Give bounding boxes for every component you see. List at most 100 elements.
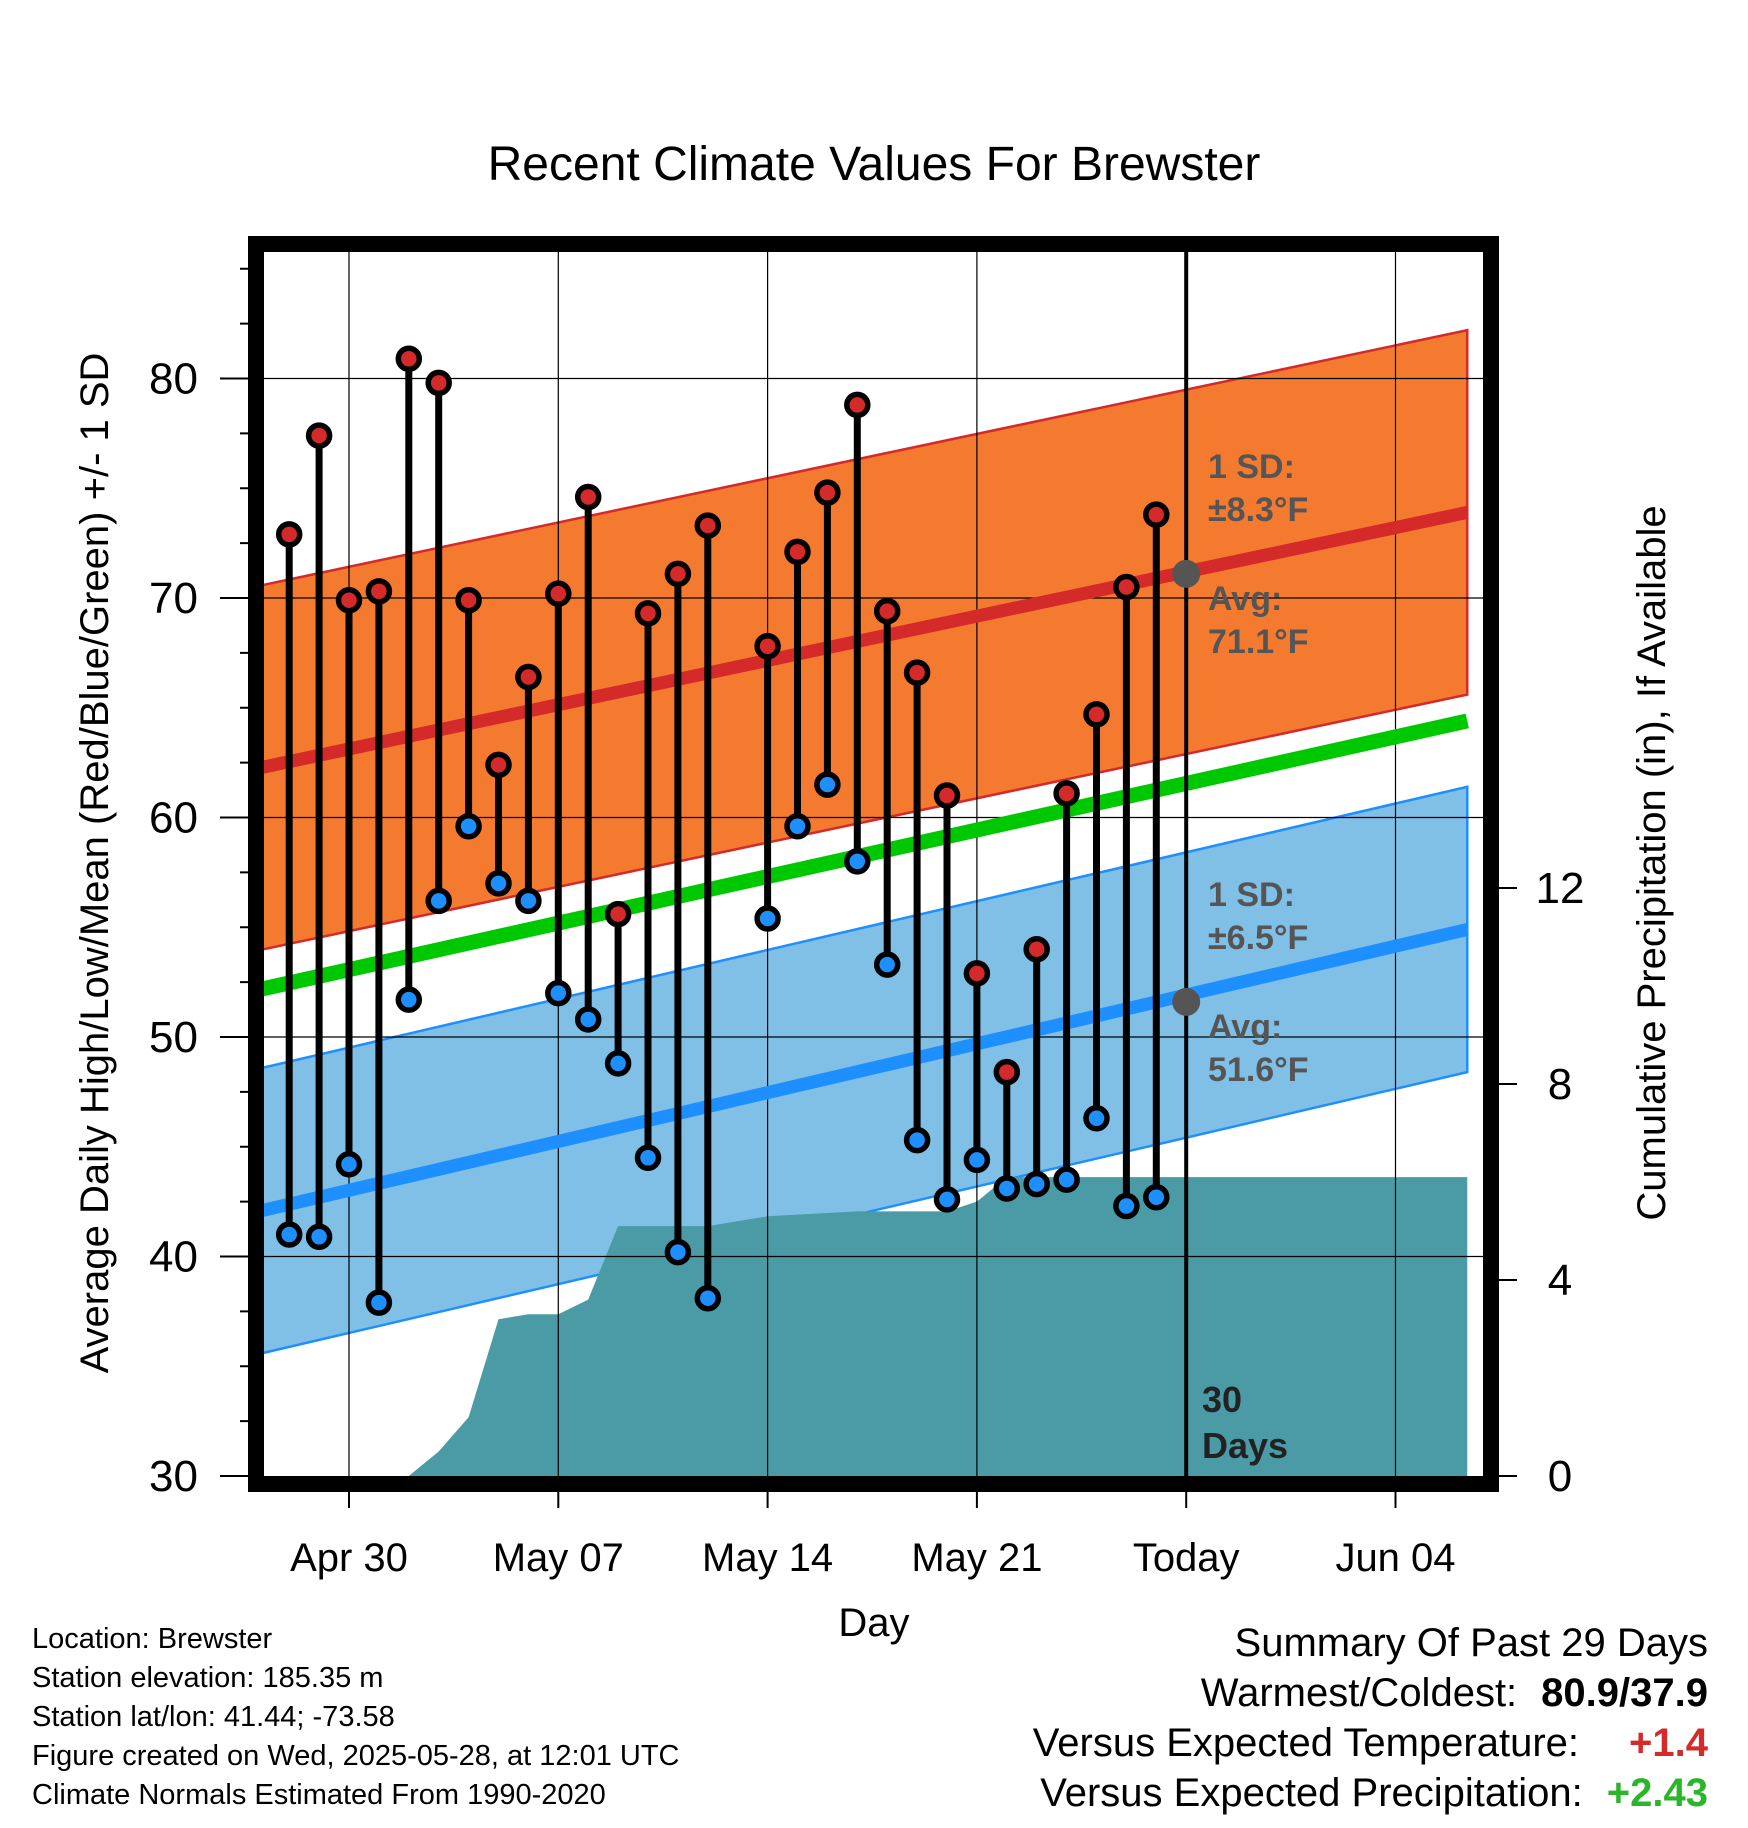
- daily-low-point: [937, 1189, 958, 1210]
- y-tick-label: 40: [149, 1233, 198, 1282]
- climate-chart: Recent Climate Values For Brewster 30405…: [0, 0, 1748, 1828]
- precip-anomaly-label: Versus Expected Precipitation:: [1040, 1771, 1583, 1815]
- daily-high-point: [787, 541, 808, 562]
- daily-low-point: [518, 890, 539, 911]
- daily-high-point: [1056, 783, 1077, 804]
- low-avg-value: 51.6°F: [1208, 1051, 1309, 1089]
- daily-low-point: [1116, 1196, 1137, 1217]
- daily-high-point: [847, 394, 868, 415]
- high-avg-value: 71.1°F: [1208, 623, 1309, 661]
- y2-tick-label: 0: [1548, 1452, 1572, 1501]
- days-label-text: Days: [1202, 1425, 1288, 1466]
- daily-high-point: [398, 348, 419, 369]
- temp-anomaly-row: Versus Expected Temperature: +1.4: [1033, 1718, 1708, 1768]
- warm-cold-label: Warmest/Coldest:: [1201, 1671, 1517, 1715]
- summary-heading: Summary Of Past 29 Days: [1033, 1618, 1708, 1668]
- daily-high-point: [667, 563, 688, 584]
- y-axis-label: Average Daily High/Low/Mean (Red/Blue/Gr…: [73, 353, 117, 1374]
- low-avg-label: Avg:: [1208, 1008, 1282, 1046]
- warm-cold-value: 80.9/37.9: [1541, 1668, 1708, 1718]
- daily-low-point: [309, 1226, 330, 1247]
- today-avg-low-marker: [1172, 988, 1200, 1016]
- daily-low-point: [548, 983, 569, 1004]
- high-avg-label: Avg:: [1208, 580, 1282, 618]
- daily-high-point: [1146, 504, 1167, 525]
- daily-high-point: [937, 785, 958, 806]
- daily-high-point: [1116, 577, 1137, 598]
- daily-low-point: [608, 1053, 629, 1074]
- daily-high-point: [966, 963, 987, 984]
- daily-low-point: [368, 1292, 389, 1313]
- daily-high-point: [1086, 704, 1107, 725]
- location-text: Location: Brewster: [32, 1620, 680, 1659]
- high-sd-label: 1 SD:: [1208, 448, 1295, 486]
- summary-panel: Summary Of Past 29 Days Warmest/Coldest:…: [1033, 1618, 1708, 1818]
- precip-anomaly-row: Versus Expected Precipitation: +2.43: [1033, 1768, 1708, 1818]
- daily-low-point: [1086, 1108, 1107, 1129]
- today-avg-high-marker: [1172, 560, 1200, 588]
- x-tick-label: Apr 30: [290, 1536, 408, 1580]
- precip-anomaly-value: +2.43: [1607, 1768, 1708, 1818]
- daily-high-point: [428, 372, 449, 393]
- daily-low-point: [847, 851, 868, 872]
- station-info: Location: Brewster Station elevation: 18…: [32, 1620, 680, 1815]
- x-tick-label: Today: [1133, 1536, 1240, 1580]
- daily-low-point: [488, 873, 509, 894]
- daily-high-point: [817, 482, 838, 503]
- y2-tick-label: 8: [1548, 1060, 1572, 1109]
- daily-high-point: [907, 662, 928, 683]
- normals-text: Climate Normals Estimated From 1990-2020: [32, 1776, 680, 1815]
- daily-low-point: [279, 1224, 300, 1245]
- daily-high-point: [697, 515, 718, 536]
- daily-low-point: [787, 816, 808, 837]
- y-tick-label: 80: [149, 355, 198, 404]
- x-tick-label: May 07: [493, 1536, 624, 1580]
- daily-low-point: [667, 1242, 688, 1263]
- daily-high-point: [996, 1062, 1017, 1083]
- days-label-number: 30: [1202, 1379, 1242, 1420]
- warm-cold-row: Warmest/Coldest: 80.9/37.9: [1033, 1668, 1708, 1718]
- y-tick-label: 60: [149, 794, 198, 843]
- daily-low-point: [817, 774, 838, 795]
- y-tick-label: 30: [149, 1452, 198, 1501]
- y2-tick-label: 4: [1548, 1256, 1572, 1305]
- daily-low-point: [428, 890, 449, 911]
- x-tick-label: May 21: [911, 1536, 1042, 1580]
- daily-high-point: [608, 904, 629, 925]
- daily-low-point: [996, 1178, 1017, 1199]
- daily-high-point: [1026, 939, 1047, 960]
- latlon-text: Station lat/lon: 41.44; -73.58: [32, 1698, 680, 1737]
- daily-low-point: [638, 1147, 659, 1168]
- x-axis-label: Day: [838, 1601, 909, 1645]
- daily-low-point: [458, 816, 479, 837]
- daily-high-point: [279, 524, 300, 545]
- low-sd-value: ±6.5°F: [1208, 919, 1308, 957]
- low-sd-label: 1 SD:: [1208, 876, 1295, 914]
- y-tick-label: 50: [149, 1013, 198, 1062]
- daily-high-point: [548, 583, 569, 604]
- daily-low-point: [697, 1288, 718, 1309]
- daily-low-point: [1026, 1174, 1047, 1195]
- left-axis: 30 40 50 60 70 80: [149, 269, 256, 1501]
- daily-low-point: [966, 1149, 987, 1170]
- daily-high-point: [488, 754, 509, 775]
- plot-clip-group: [253, 248, 1487, 1486]
- daily-high-point: [578, 487, 599, 508]
- daily-low-point: [339, 1154, 360, 1175]
- temp-anomaly-value: +1.4: [1629, 1718, 1708, 1768]
- daily-low-point: [1056, 1169, 1077, 1190]
- x-tick-label: May 14: [702, 1536, 833, 1580]
- elevation-text: Station elevation: 185.35 m: [32, 1659, 680, 1698]
- created-text: Figure created on Wed, 2025-05-28, at 12…: [32, 1737, 680, 1776]
- daily-high-point: [368, 581, 389, 602]
- y-tick-label: 70: [149, 574, 198, 623]
- daily-low-point: [578, 1009, 599, 1030]
- y2-axis-label: Cumulative Precipitation (in), If Availa…: [1630, 505, 1674, 1220]
- daily-high-point: [309, 425, 330, 446]
- daily-high-point: [877, 601, 898, 622]
- daily-low-point: [1146, 1187, 1167, 1208]
- daily-high-point: [638, 603, 659, 624]
- daily-high-point: [339, 590, 360, 611]
- daily-high-point: [757, 636, 778, 657]
- daily-high-point: [458, 590, 479, 611]
